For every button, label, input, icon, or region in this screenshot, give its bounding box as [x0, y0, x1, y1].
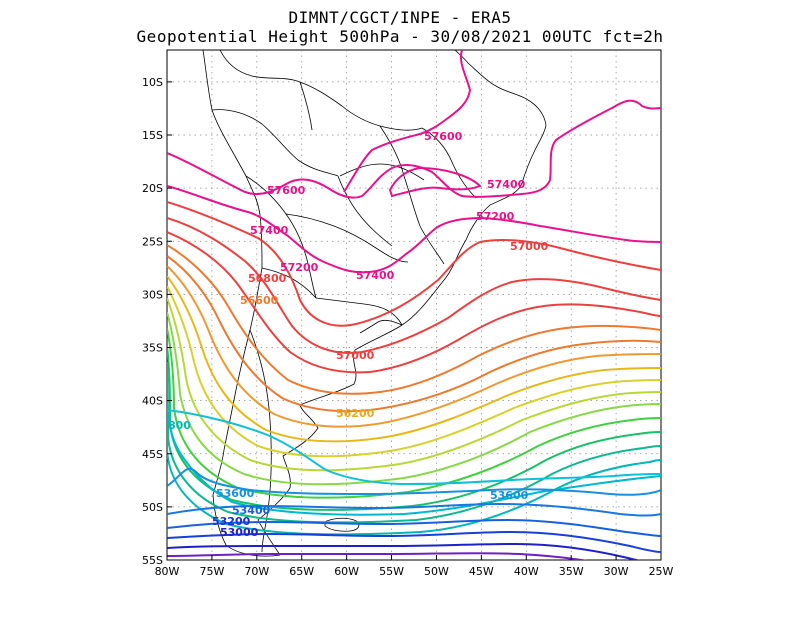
x-tick-label: 65W — [289, 565, 314, 578]
x-axis-ticks: 80W 75W 70W 65W 60W 55W 50W 45W 40W 35W 30W 25W — [155, 555, 674, 578]
contour-label: 57000 — [336, 349, 375, 362]
x-tick-label: 80W — [155, 565, 180, 578]
geopotential-contours — [167, 50, 661, 560]
y-tick-label: 20S — [142, 182, 163, 195]
y-tick-label: 40S — [142, 395, 163, 408]
y-axis-ticks: 10S 15S 20S 25S 30S 35S 40S 45S 50S 55S — [142, 76, 172, 567]
contour-label: 53400 — [232, 504, 271, 517]
x-tick-label: 75W — [199, 565, 224, 578]
contour-label: 57400 — [356, 269, 395, 282]
contour-label: 53600 — [490, 489, 529, 502]
contour-label: 57200 — [476, 210, 515, 223]
contour-label: 57600 — [424, 130, 463, 143]
contour-label: 57400 — [487, 178, 526, 191]
x-tick-label: 50W — [424, 565, 449, 578]
y-tick-label: 55S — [142, 554, 163, 567]
contour-label: 57200 — [280, 261, 319, 274]
contour-labels: 57600 57600 57400 57400 57400 57200 5720… — [168, 130, 549, 539]
x-tick-label: 25W — [649, 565, 674, 578]
contour-label: 56200 — [336, 407, 375, 420]
x-tick-label: 60W — [334, 565, 359, 578]
x-tick-label: 55W — [379, 565, 404, 578]
y-tick-label: 50S — [142, 501, 163, 514]
x-tick-label: 40W — [514, 565, 539, 578]
y-tick-label: 15S — [142, 129, 163, 142]
y-tick-label: 30S — [142, 288, 163, 301]
contour-label: 53600 — [216, 487, 255, 500]
x-tick-label: 45W — [469, 565, 494, 578]
contour-label: 53000 — [220, 526, 259, 539]
contour-label: 56800 — [248, 272, 287, 285]
y-tick-label: 10S — [142, 76, 163, 89]
y-tick-label: 25S — [142, 235, 163, 248]
contour-label: 56600 — [240, 294, 279, 307]
x-tick-label: 70W — [244, 565, 269, 578]
contour-label: 57000 — [510, 240, 549, 253]
x-tick-label: 35W — [559, 565, 584, 578]
map-title-line-1: DIMNT/CGCT/INPE - ERA5 — [288, 8, 512, 27]
contour-label: 800 — [168, 419, 191, 432]
contour-label: 53200 — [212, 515, 251, 528]
map-title-line-2: Geopotential Height 500hPa - 30/08/2021 … — [136, 27, 664, 46]
y-tick-label: 45S — [142, 448, 163, 461]
contour-label: 57400 — [250, 224, 289, 237]
x-tick-label: 30W — [604, 565, 629, 578]
contour-label: 57600 — [267, 184, 306, 197]
y-tick-label: 35S — [142, 342, 163, 355]
